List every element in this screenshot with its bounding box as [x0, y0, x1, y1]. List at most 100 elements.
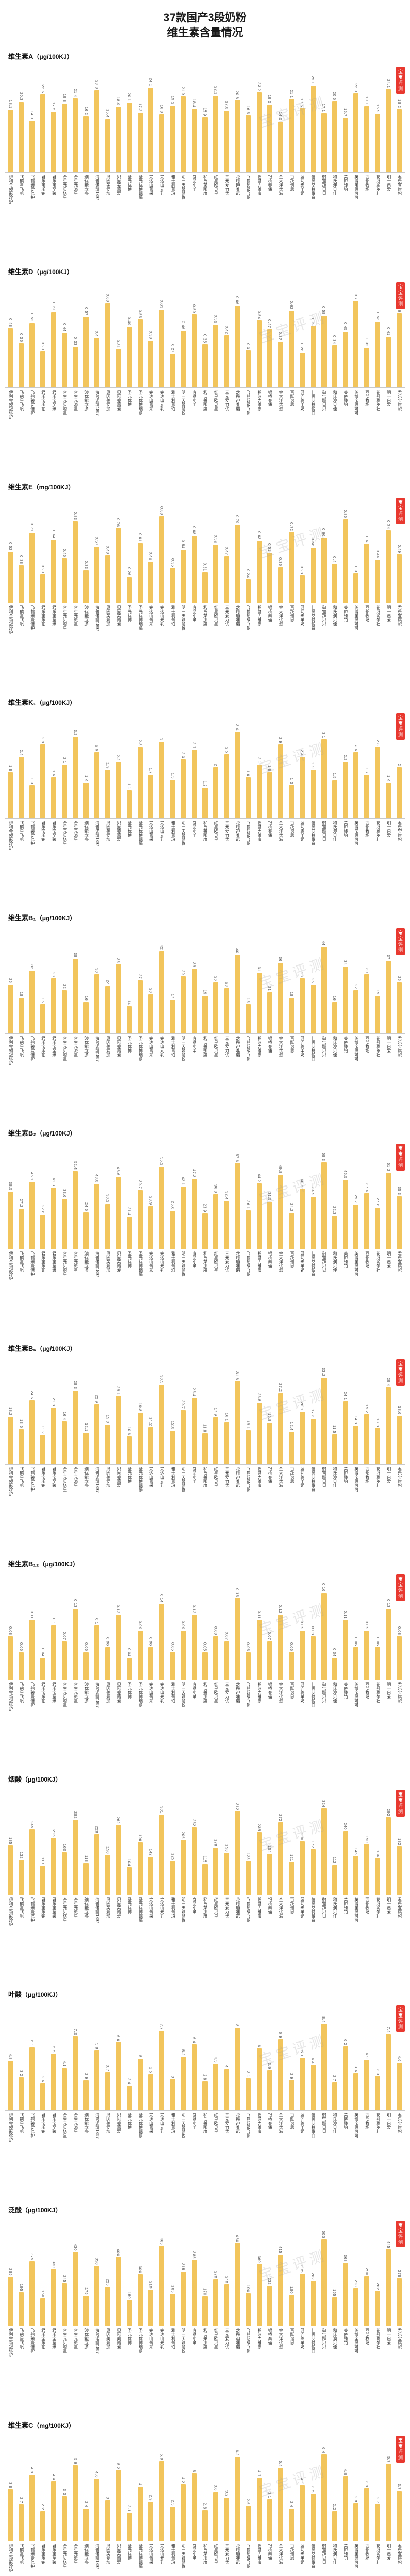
bar-value-label: 2.2	[343, 754, 348, 761]
bar-column: 0.11 美庐臻铂	[340, 1572, 351, 1755]
category-label-wrap: 合生元贝塔星	[59, 1679, 70, 1755]
bar-stack: 315	[178, 2218, 189, 2326]
chart-title: 维生素C（mg/100KJ）	[8, 2421, 75, 2429]
category-label: 蓝河绵羊奶	[300, 2328, 305, 2349]
bar-stack: 360	[253, 2218, 264, 2326]
bar	[256, 1183, 262, 1249]
bar-value-label: 20.3	[19, 92, 24, 101]
bar	[267, 2285, 272, 2326]
bar-value-label: 5.8	[94, 2043, 99, 2049]
category-label: 红星欧贝星	[214, 2328, 218, 2349]
category-label-wrap: 三元爱力优	[221, 2540, 232, 2576]
category-label-wrap: 贝因美菁爱	[113, 2540, 124, 2576]
category-label-wrap: 英博宝贝可可	[351, 1464, 362, 1540]
bar-column: 12.8 雅士利菁珀	[167, 1357, 178, 1540]
bar-stack: 27.2	[275, 1357, 286, 1464]
bar	[386, 336, 391, 387]
bar	[83, 2080, 89, 2110]
bar-value-label: 1.1	[127, 783, 132, 789]
bar	[299, 1188, 305, 1249]
bar-stack: 0.57	[92, 496, 102, 603]
bar	[310, 2064, 316, 2110]
category-label: 龙丹迪唯诺	[235, 1682, 240, 1703]
bar-column: 15.3 贝因美爱加	[102, 1357, 113, 1540]
category-label: 和氏澳贝佳	[332, 2543, 337, 2564]
category-label: 美庐臻铂	[343, 2543, 348, 2560]
category-label: 明一天籁慧悦	[181, 605, 186, 630]
bar-value-label: 125	[170, 1853, 175, 1860]
bar-value-label: 5.5	[51, 2046, 56, 2053]
bar	[94, 90, 100, 172]
bar-column: 17.1 御宝跃贝贝	[318, 65, 330, 248]
bar-stack: 0.33	[81, 496, 92, 603]
bar	[375, 113, 381, 172]
bar-stack: 38	[70, 926, 81, 1033]
bar-stack: 2.4	[297, 711, 308, 818]
bar	[332, 563, 337, 603]
category-label: 飞鹤臻爱倍护	[30, 1251, 35, 1276]
bar-value-label: 32.4	[224, 1191, 229, 1200]
bar-value-label: 0.12	[116, 1605, 121, 1614]
bar	[8, 328, 13, 387]
bar-value-label: 272	[278, 1814, 283, 1821]
category-label-wrap: 飞鹤星飞帆	[15, 818, 27, 894]
bar-column: 0.49 圣元优博	[124, 280, 135, 463]
category-label-wrap: 美庐臻铂	[340, 1033, 351, 1109]
category-label-wrap: 御宝跃贝贝	[318, 2540, 330, 2576]
bar-stack: 0.35	[167, 496, 178, 603]
category-label: 百跃谱恩	[289, 2112, 294, 2129]
bar-value-label: 17.2	[138, 103, 143, 112]
category-label-wrap: 明一天籁慧悦	[178, 2540, 189, 2576]
bar-value-label: 4.1	[62, 2060, 67, 2067]
category-label: 飞鹤超级飞帆	[246, 2328, 251, 2353]
category-label: 完达山元乳	[160, 605, 164, 626]
bar-column: 19.8 圣元优博瑞慕	[134, 1357, 146, 1540]
bar-stack: 25.4	[189, 1357, 199, 1464]
bar	[138, 747, 143, 818]
bar-value-label: 2	[213, 764, 218, 766]
category-label-wrap: 圣元优博瑞慕	[134, 2325, 146, 2401]
category-label-wrap: 百跃谱恩	[286, 2540, 297, 2576]
category-label-wrap: 贝因美爱加	[102, 1679, 113, 1755]
bar-stack: 0.42	[146, 496, 157, 603]
bar-value-label: 28	[300, 972, 305, 977]
bar-value-label: 0.57	[83, 307, 89, 316]
bar	[62, 990, 67, 1033]
bar-column: 2.1 圣元优博	[124, 2434, 135, 2576]
category-label-wrap: 明一天籁慧悦	[178, 1248, 189, 1325]
bar	[321, 315, 327, 387]
category-label: 红星欧贝星	[214, 174, 218, 195]
category-label-wrap: 完达山元乳	[156, 2325, 167, 2401]
bar	[310, 325, 316, 387]
category-label-wrap: 西部牧场	[361, 2540, 372, 2576]
bar	[148, 1856, 154, 1895]
category-label-wrap: 和氏澳贝佳	[329, 818, 340, 894]
bar-stack: 26.1	[113, 1357, 124, 1464]
category-label: 君乐宝乐铂	[41, 174, 45, 195]
category-label-wrap: 伊利金领冠珍护	[5, 387, 16, 463]
category-label-wrap: 银桥秦俑	[264, 172, 276, 248]
bar-value-label: 0.31	[202, 563, 208, 571]
bar-column: 0.52 伊利金领冠珍护	[5, 496, 16, 679]
bar-column: 2.3 和氏莱那度	[199, 2434, 211, 2576]
bar-column: 31 摇篮力维康	[253, 926, 265, 1109]
bar-value-label: 36	[278, 957, 283, 962]
category-label: 君乐宝乐铂	[41, 1682, 45, 1703]
bar-stack: 282	[70, 1788, 81, 1895]
bar	[397, 2062, 402, 2110]
bar-stack: 330	[48, 2218, 59, 2326]
bar-stack: 324	[318, 1788, 329, 1895]
bar-value-label: 0.36	[19, 333, 24, 342]
bar	[202, 1213, 208, 1249]
bar-column: 0.52 飞鹤臻爱倍护	[26, 280, 38, 463]
bar	[170, 1861, 176, 1895]
category-label: 花冠聪尔壮	[375, 1682, 380, 1703]
category-label: 摇篮力维康	[257, 605, 262, 626]
bar	[386, 530, 391, 603]
bar-value-label: 49.8	[278, 1165, 283, 1174]
bar-stack: 14.2	[146, 1357, 157, 1464]
bar-value-label: 2.4	[300, 749, 305, 756]
category-label-wrap: 红星欧贝星	[210, 2110, 221, 2186]
category-label-wrap: 君乐宝至臻	[48, 2325, 59, 2401]
bar-value-label: 3	[159, 738, 164, 741]
